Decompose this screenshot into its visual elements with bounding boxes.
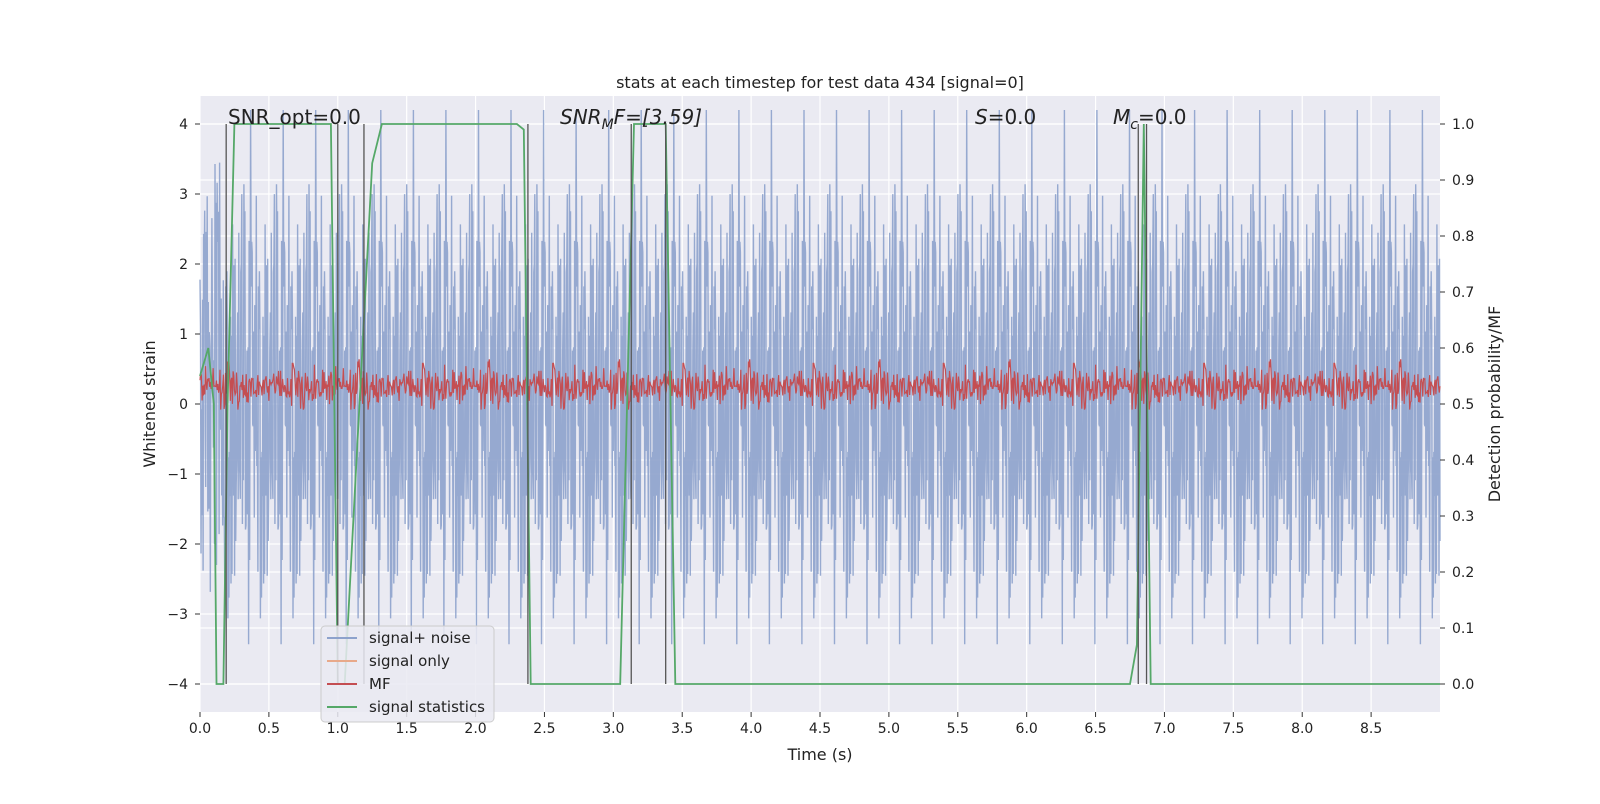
annotation-mc: Mc=0.0 <box>1113 105 1187 133</box>
axes-layer: 0.0 0.5 1.0 1.5 2.0 2.5 3.0 3.5 4.0 4.5 5.0 5.5 6.0 6… <box>167 117 1474 737</box>
chart-title: stats at each timestep for test data 434… <box>616 73 1024 92</box>
y-tick-label-right: 1.0 <box>1452 117 1474 133</box>
x-tick-label: 8.0 <box>1291 721 1313 737</box>
annotation-snr-mf-sub: M <box>602 117 614 133</box>
x-tick-label: 4.0 <box>740 721 762 737</box>
y-tick-label-left: 4 <box>179 117 188 133</box>
legend-box <box>320 625 495 723</box>
y-tick-label-right: 0.5 <box>1452 397 1474 413</box>
y-tick-label-right: 0.8 <box>1452 229 1474 245</box>
y-tick-label-right: 0.1 <box>1452 621 1474 637</box>
annotation-snr-mf-main: SNR <box>560 105 602 129</box>
x-tick-label: 5.5 <box>947 721 969 737</box>
x-tick-label: 7.5 <box>1222 721 1244 737</box>
annotation-mc-rest: =0.0 <box>1138 105 1187 129</box>
x-tick-label: 4.5 <box>809 721 831 737</box>
y-tick-label-right: 0.4 <box>1452 453 1474 469</box>
annotation-s-main: S <box>975 105 988 129</box>
series-mf-line <box>199 359 1441 410</box>
x-tick-label: 6.0 <box>1016 721 1038 737</box>
annotation-snr-mf-rest: F=[3.59] <box>614 105 702 129</box>
series-signal-noise-line <box>199 109 1441 645</box>
y-tick-label-left: 0 <box>179 397 188 413</box>
legend-label-signal-only: signal only <box>369 652 450 670</box>
y-tick-label-left: −1 <box>167 467 188 483</box>
y-tick-label-left: −3 <box>167 607 188 623</box>
y-tick-label-right: 0.7 <box>1452 285 1474 301</box>
legend-label-signal-statistics: signal statistics <box>369 698 485 716</box>
annotation-s-rest: =0.0 <box>988 105 1037 129</box>
x-tick-label: 5.0 <box>878 721 900 737</box>
y-tick-label-left: 2 <box>179 257 188 273</box>
y-tick-label-right: 0.6 <box>1452 341 1474 357</box>
y-tick-label-right: 0.2 <box>1452 565 1474 581</box>
x-tick-label: 6.5 <box>1084 721 1106 737</box>
x-axis-label: Time (s) <box>786 745 852 764</box>
x-tick-label: 1.0 <box>327 721 349 737</box>
vertical-markers <box>225 124 1148 684</box>
annotation-s: S=0.0 <box>975 105 1036 129</box>
x-tick-label: 1.5 <box>396 721 418 737</box>
y-tick-label-left: −4 <box>167 677 188 693</box>
annotation-snr-mf: SNRMF=[3.59] <box>560 105 702 133</box>
y-tick-label-right: 0.0 <box>1452 677 1474 693</box>
x-tick-label: 7.0 <box>1153 721 1175 737</box>
x-tick-label: 2.0 <box>464 721 486 737</box>
y-axis-label-left: Whitened strain <box>140 340 159 467</box>
annotation-mc-sub: c <box>1130 117 1138 133</box>
x-tick-label: 8.5 <box>1360 721 1382 737</box>
y-tick-label-right: 0.9 <box>1452 173 1474 189</box>
x-tick-label: 2.5 <box>533 721 555 737</box>
y-tick-label-right: 0.3 <box>1452 509 1474 525</box>
y-tick-label-left: 3 <box>179 187 188 203</box>
x-tick-label: 0.5 <box>258 721 280 737</box>
y-tick-label-left: 1 <box>179 327 188 343</box>
y-axis-label-right: Detection probability/MF <box>1485 306 1504 503</box>
series-signal-statistics-line <box>199 123 1440 685</box>
legend: signal+ noise signal only MF signal stat… <box>320 625 495 723</box>
annotation-mc-main: M <box>1113 105 1130 129</box>
annotation-snr-opt: SNR_opt=0.0 <box>228 105 361 129</box>
legend-label-mf: MF <box>369 675 391 693</box>
series-layer <box>199 109 1441 685</box>
x-tick-label: 0.0 <box>189 721 211 737</box>
y-tick-label-left: −2 <box>167 537 188 553</box>
legend-label-signal-noise: signal+ noise <box>369 629 471 647</box>
x-tick-label: 3.0 <box>602 721 624 737</box>
x-tick-label: 3.5 <box>671 721 693 737</box>
